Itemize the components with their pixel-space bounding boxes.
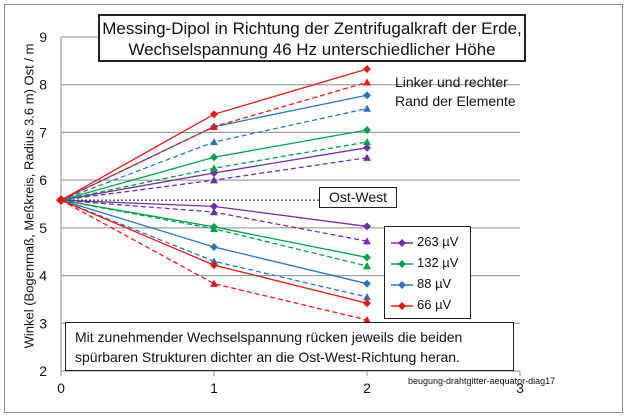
legend-swatch-marker	[398, 259, 406, 268]
data-point-dashed-upper	[363, 137, 371, 146]
legend-label: 66 µV	[417, 297, 452, 312]
data-point-solid-lower	[363, 279, 371, 288]
title-line-2: Wechselspannung 46 Hz unterschiedlicher …	[128, 40, 496, 59]
y-tick-label: 3	[39, 315, 47, 331]
y-axis-label: Winkel (Bogenmaß, Meßkreis, Radius 3.6 m…	[21, 43, 37, 349]
legend-item: 66 µV	[391, 295, 451, 315]
data-point-solid-lower	[210, 202, 218, 211]
data-point-dashed-lower	[363, 262, 371, 270]
data-point-solid-lower	[363, 299, 371, 308]
data-point-dashed-upper	[210, 176, 218, 184]
legend-swatch	[391, 301, 413, 310]
y-tick-label: 8	[39, 77, 47, 93]
legend-swatch-marker	[398, 280, 406, 289]
legend: 263 µV 132 µV 88 µV 66 µV	[384, 226, 471, 319]
ost-west-label: Ost-West	[319, 187, 397, 208]
y-tick-label: 6	[39, 172, 47, 188]
series-line-dashed-lower	[60, 199, 368, 321]
data-point-solid-lower	[210, 261, 218, 270]
edge-annotation-line-2: Rand der Elemente	[395, 93, 516, 109]
y-tick-label: 4	[39, 268, 47, 284]
legend-label: 132 µV	[417, 255, 459, 270]
data-point-dashed-lower	[363, 237, 371, 245]
x-tick-label: 0	[57, 380, 65, 396]
legend-item: 132 µV	[391, 253, 458, 273]
data-point-dashed-upper	[210, 137, 218, 146]
y-tick-label: 2	[39, 363, 47, 379]
note-line-2: spürbaren Strukturen dichter an die Ost-…	[75, 349, 460, 365]
y-tick-label: 9	[39, 29, 47, 45]
data-point-solid-upper	[363, 143, 371, 152]
data-point-dashed-upper	[210, 164, 218, 172]
data-point-solid-lower	[210, 242, 218, 251]
note-box: Mit zunehmender Wechselspannung rücken j…	[65, 322, 514, 371]
data-point-solid-lower	[210, 222, 218, 231]
data-point-solid-lower	[363, 253, 371, 262]
data-point-solid-upper	[363, 126, 371, 135]
legend-swatch-marker	[398, 301, 406, 310]
chart-frame	[4, 4, 623, 413]
data-point-solid-lower	[363, 222, 371, 231]
y-tick-label: 5	[39, 220, 47, 236]
edge-annotation: Linker und rechter Rand der Elemente	[386, 69, 522, 115]
data-point-dashed-lower	[210, 257, 218, 265]
x-tick-label: 1	[210, 380, 218, 396]
legend-swatch	[391, 259, 413, 268]
legend-label: 88 µV	[417, 276, 452, 291]
legend-swatch	[391, 280, 413, 289]
legend-item: 88 µV	[391, 274, 451, 294]
title-line-1: Messing-Dipol in Richtung der Zentrifuga…	[102, 19, 522, 38]
series-line-solid-lower	[60, 199, 368, 304]
data-point-dashed-upper	[363, 104, 371, 112]
data-point-solid-upper	[363, 64, 371, 73]
data-point-solid-upper	[210, 153, 218, 162]
chart-title: Messing-Dipol in Richtung der Zentrifuga…	[98, 14, 526, 62]
data-point-solid-upper	[210, 110, 218, 119]
data-point-dashed-lower	[363, 293, 371, 301]
data-point-solid-upper	[363, 91, 371, 100]
x-tick-label: 3	[516, 380, 524, 396]
origin-point	[56, 195, 66, 206]
data-point-dashed-upper	[210, 122, 218, 130]
data-point-dashed-upper	[363, 78, 371, 86]
data-point-dashed-lower	[210, 208, 218, 216]
legend-label: 263 µV	[417, 234, 459, 249]
source-label: beugung-drahtgitter-aequator-diag17	[408, 376, 556, 386]
legend-swatch	[391, 238, 413, 247]
data-point-dashed-lower	[210, 279, 218, 287]
note-line-1: Mit zunehmender Wechselspannung rücken j…	[75, 329, 463, 345]
data-point-dashed-lower	[363, 315, 371, 324]
x-tick-label: 2	[363, 380, 371, 396]
legend-item: 263 µV	[391, 232, 458, 252]
data-point-dashed-upper	[363, 153, 371, 161]
edge-annotation-line-1: Linker und rechter	[395, 74, 508, 90]
legend-swatch-marker	[398, 238, 406, 247]
y-tick-label: 7	[39, 124, 47, 140]
